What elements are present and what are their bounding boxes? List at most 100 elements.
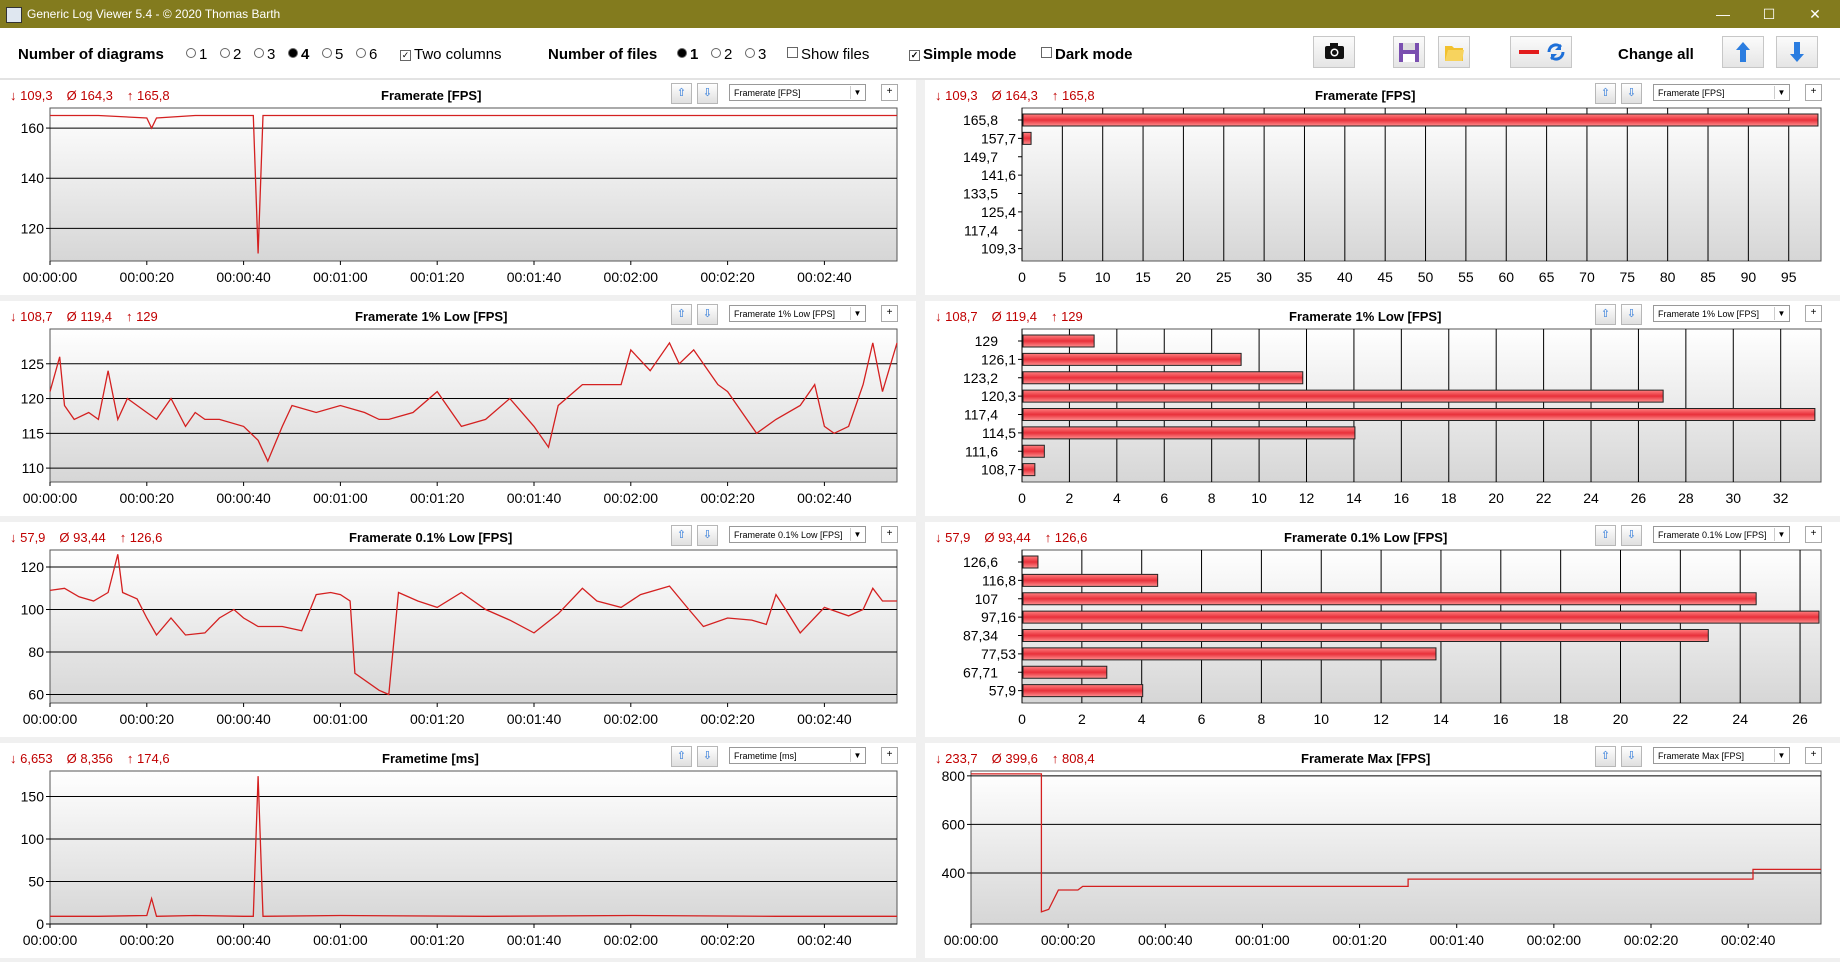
move-up-button[interactable]: ⇧ — [671, 746, 692, 767]
diagram-radio-5[interactable]: 5 — [322, 46, 343, 63]
two-columns-checkbox[interactable]: ✓ Two columns — [400, 46, 502, 63]
panel-stats: ↓ 108,7 Ø 119,4 ↑ 129 — [935, 309, 1097, 324]
sensor-select[interactable]: Framerate 0.1% Low [FPS] ▼ — [729, 526, 866, 543]
sensor-select[interactable]: Framerate 1% Low [FPS] ▼ — [1653, 305, 1790, 322]
num-diagrams-label: Number of diagrams — [18, 46, 164, 63]
move-up-button[interactable]: ⇧ — [671, 525, 692, 546]
chevron-down-icon: ▼ — [1774, 528, 1788, 541]
move-down-button[interactable]: ⇩ — [697, 304, 718, 325]
x-tick-label: 6 — [1160, 490, 1168, 506]
move-down-button[interactable]: ⇩ — [697, 746, 718, 767]
sensor-select[interactable]: Framerate 1% Low [FPS] ▼ — [729, 305, 866, 322]
x-tick-label: 90 — [1741, 269, 1757, 285]
move-all-up-button[interactable] — [1722, 36, 1764, 68]
expand-button[interactable]: + — [1805, 526, 1822, 543]
show-files-checkbox[interactable]: Show files — [787, 46, 869, 63]
open-folder-button[interactable] — [1438, 36, 1470, 68]
radio-dot-icon — [356, 48, 366, 58]
x-tick-label: 00:01:20 — [410, 490, 465, 506]
move-up-button[interactable]: ⇧ — [1595, 525, 1616, 546]
x-tick-label: 00:02:40 — [797, 490, 852, 506]
toolbar: Number of diagrams 1 2 3 4 5 6 ✓ Two colu… — [0, 28, 1840, 80]
move-down-button[interactable]: ⇩ — [1621, 83, 1642, 104]
file-radio-2[interactable]: 2 — [711, 46, 732, 63]
num-files-label: Number of files — [548, 46, 658, 63]
diagram-radio-2[interactable]: 2 — [220, 46, 241, 63]
y-tick-label: 60 — [28, 687, 44, 703]
sensor-select[interactable]: Framerate [FPS] ▼ — [729, 84, 866, 101]
x-tick-label: 14 — [1433, 711, 1449, 727]
series-line — [49, 341, 898, 463]
checkmark-icon: ✓ — [400, 50, 411, 61]
expand-button[interactable]: + — [1805, 747, 1822, 764]
arrow-up-icon — [1736, 42, 1750, 62]
x-tick-label: 00:00:00 — [23, 490, 78, 506]
x-tick-label: 20 — [1613, 711, 1629, 727]
expand-button[interactable]: + — [881, 526, 898, 543]
diagram-panel: ↓ 108,7 Ø 119,4 ↑ 129 Framerate 1% Low [FPS… — [0, 301, 916, 516]
bar — [1022, 131, 1032, 145]
move-down-button[interactable]: ⇩ — [697, 83, 718, 104]
dark-mode-checkbox[interactable]: Dark mode — [1041, 46, 1133, 63]
chart-svg: 0 2 4 6 8 10 12 14 16 18 20 22 24 26 28 30 32129126,1123… — [963, 328, 1822, 506]
x-tick-label: 00:02:40 — [797, 711, 852, 727]
move-up-button[interactable]: ⇧ — [671, 83, 692, 104]
diagram-radio-1[interactable]: 1 — [186, 46, 207, 63]
sensor-select[interactable]: Framerate Max [FPS] ▼ — [1653, 747, 1790, 764]
expand-button[interactable]: + — [881, 747, 898, 764]
save-button[interactable] — [1393, 36, 1425, 68]
move-up-button[interactable]: ⇧ — [1595, 83, 1616, 104]
x-tick-label: 20 — [1488, 490, 1504, 506]
move-all-down-button[interactable] — [1776, 36, 1818, 68]
sensor-select-value: Framerate [FPS] — [734, 88, 801, 98]
sensor-select[interactable]: Frametime [ms] ▼ — [729, 747, 866, 764]
simple-mode-checkbox[interactable]: ✓ Simple mode — [909, 46, 1017, 63]
close-button[interactable]: ✕ — [1809, 6, 1821, 22]
move-down-button[interactable]: ⇩ — [1621, 746, 1642, 767]
checkmark-icon: ✓ — [909, 50, 920, 61]
x-tick-label: 00:02:20 — [700, 932, 755, 948]
move-down-button[interactable]: ⇩ — [697, 525, 718, 546]
reset-button[interactable] — [1510, 36, 1572, 68]
x-tick-label: 0 — [1018, 711, 1026, 727]
stat-min: ↓ 108,7 — [10, 309, 53, 324]
sensor-select[interactable]: Framerate 0.1% Low [FPS] ▼ — [1653, 526, 1790, 543]
stat-avg: Ø 93,44 — [984, 530, 1031, 545]
move-up-button[interactable]: ⇧ — [1595, 746, 1616, 767]
move-up-button[interactable]: ⇧ — [1595, 304, 1616, 325]
screenshot-button[interactable] — [1313, 36, 1355, 68]
file-radio-1[interactable]: 1 — [677, 46, 698, 63]
x-tick-label: 00:01:40 — [507, 490, 562, 506]
move-up-button[interactable]: ⇧ — [671, 304, 692, 325]
x-tick-label: 2 — [1078, 711, 1086, 727]
sensor-select[interactable]: Framerate [FPS] ▼ — [1653, 84, 1790, 101]
x-tick-label: 40 — [1337, 269, 1353, 285]
stat-avg: Ø 93,44 — [59, 530, 106, 545]
stat-min: ↓ 109,3 — [10, 88, 53, 103]
checkbox-empty-icon — [1041, 47, 1052, 58]
expand-button[interactable]: + — [881, 305, 898, 322]
plot-area — [49, 770, 898, 925]
x-tick-label: 26 — [1631, 490, 1647, 506]
series-line — [50, 114, 897, 254]
x-tick-label: 00:02:20 — [700, 490, 755, 506]
maximize-button[interactable]: ☐ — [1762, 6, 1776, 22]
diagram-radio-4[interactable]: 4 — [288, 46, 309, 63]
category-label: 141,6 — [981, 167, 1016, 183]
expand-button[interactable]: + — [1805, 84, 1822, 101]
move-down-button[interactable]: ⇩ — [1621, 525, 1642, 546]
panel-stats: ↓ 57,9 Ø 93,44 ↑ 126,6 — [10, 530, 176, 545]
y-tick-label: 800 — [942, 769, 966, 784]
minimize-button[interactable]: — — [1716, 6, 1730, 22]
diagram-radio-6[interactable]: 6 — [356, 46, 377, 63]
expand-button[interactable]: + — [1805, 305, 1822, 322]
x-tick-label: 00:02:00 — [604, 932, 659, 948]
expand-button[interactable]: + — [881, 84, 898, 101]
diagram-radio-3[interactable]: 3 — [254, 46, 275, 63]
sensor-select-value: Framerate 1% Low [FPS] — [1658, 309, 1760, 319]
sensor-select-value: Framerate 0.1% Low [FPS] — [1658, 530, 1767, 540]
move-down-button[interactable]: ⇩ — [1621, 304, 1642, 325]
x-tick-label: 26 — [1792, 711, 1808, 727]
file-radio-3[interactable]: 3 — [745, 46, 766, 63]
radio-dot-icon — [711, 48, 721, 58]
